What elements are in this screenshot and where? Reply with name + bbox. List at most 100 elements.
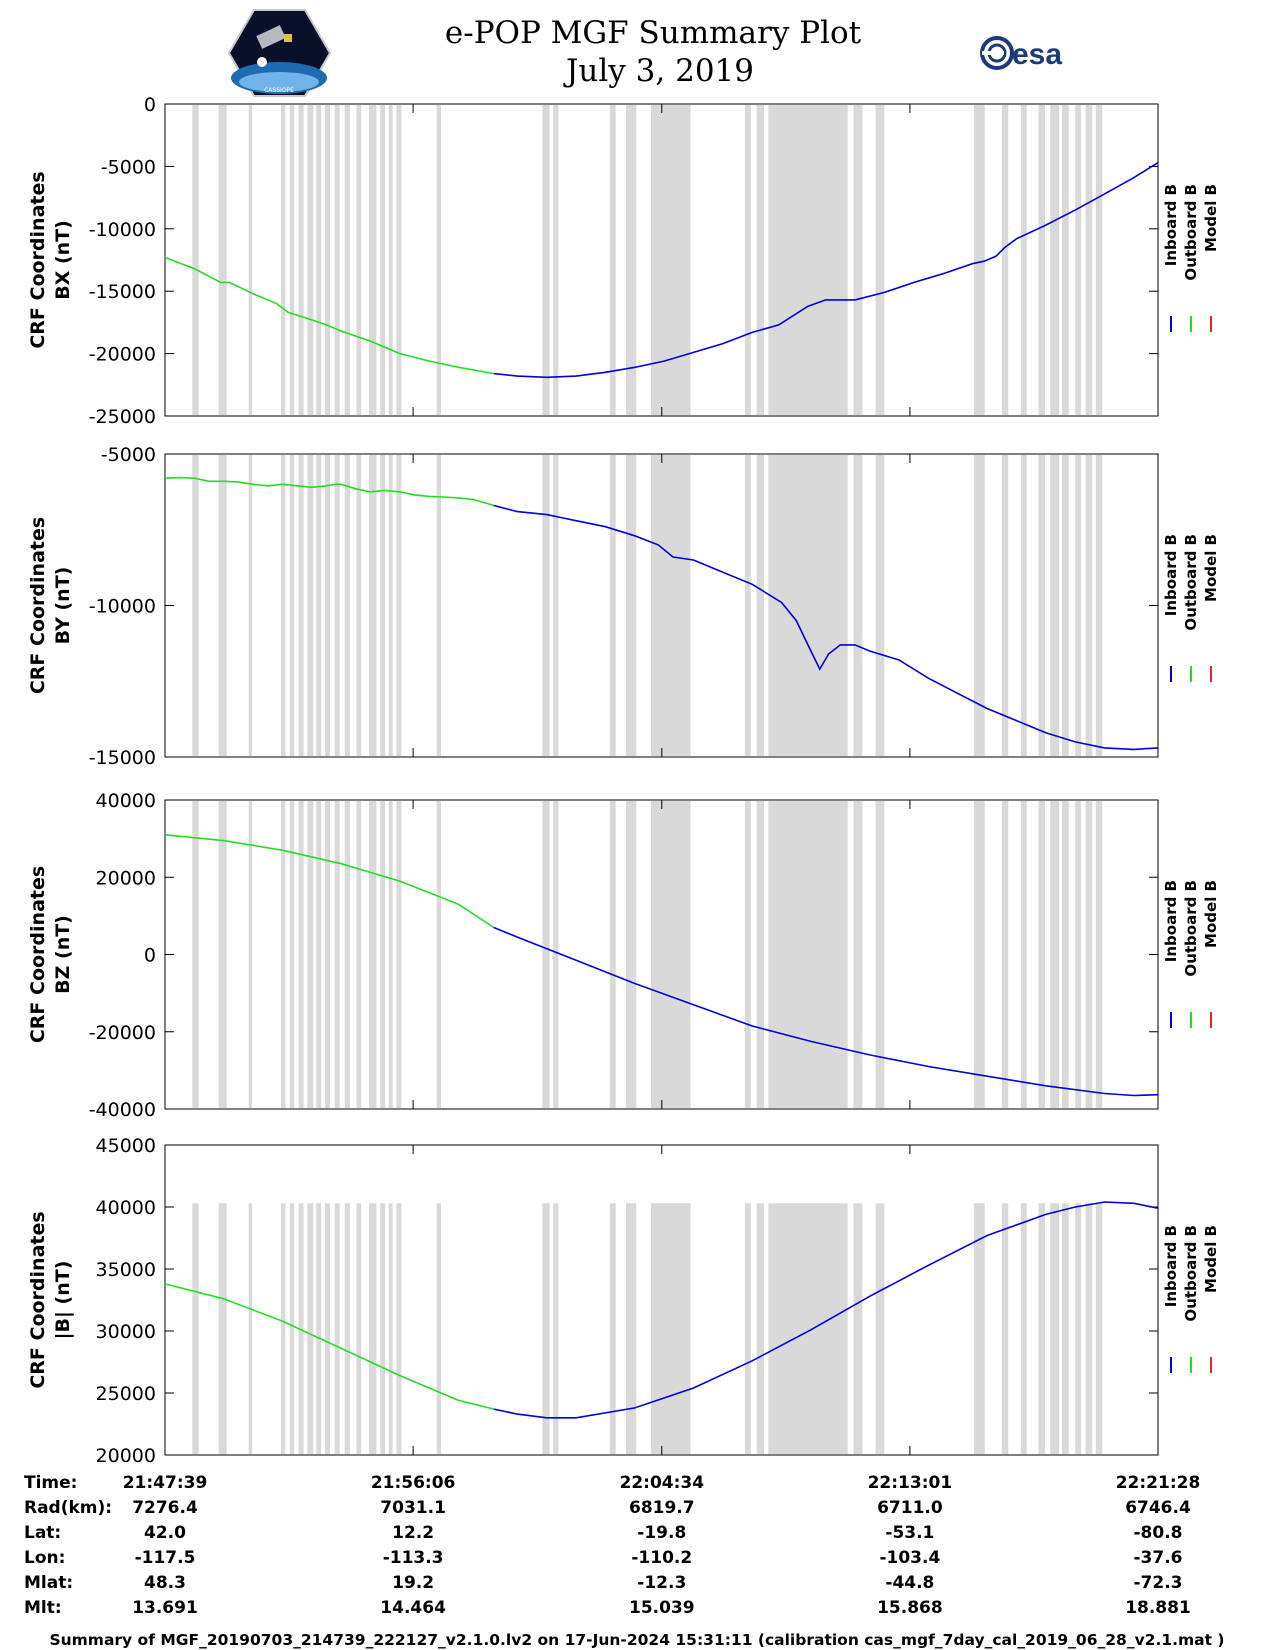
data-gap-band (1038, 801, 1045, 1108)
data-gap-band (1050, 105, 1060, 415)
data-gap-band (356, 105, 362, 415)
data-gap-band (853, 1203, 863, 1454)
data-gap-band (369, 1203, 377, 1454)
data-gap-band (609, 105, 616, 415)
y-tick-label: -5000 (101, 156, 156, 178)
y-tick-label: -20000 (89, 344, 156, 366)
info-cell: 13.691 (132, 1598, 198, 1618)
data-gap-band (280, 801, 286, 1108)
data-gap-band (369, 105, 377, 415)
data-gap-band (334, 105, 340, 415)
data-gap-band (218, 801, 227, 1108)
info-cell: -72.3 (1134, 1573, 1183, 1593)
data-gap-band (853, 455, 863, 756)
data-gap-band (553, 801, 559, 1108)
data-gap-band (650, 105, 691, 415)
data-gap-band (1085, 105, 1093, 415)
data-gap-band (356, 1203, 362, 1454)
panels: 0 -5000 -10000 -15000 -20000 -25000 CRF Coordi… (27, 94, 1220, 1467)
data-gap-band (334, 455, 340, 756)
y-tick-label: 40000 (96, 1197, 156, 1219)
info-cell: 42.0 (144, 1523, 186, 1543)
data-gap-band (973, 1203, 985, 1454)
data-gap-band (1038, 1203, 1045, 1454)
data-gap-band (334, 801, 340, 1108)
data-gap-band (650, 801, 691, 1108)
data-gap-band (307, 105, 314, 415)
data-gap-band (1061, 1203, 1069, 1454)
data-gap-band (1061, 455, 1069, 756)
data-gap-band (650, 1203, 691, 1454)
y-tick-label: -10000 (89, 596, 156, 618)
info-cell: 22:13:01 (868, 1473, 953, 1493)
data-gap-band (768, 455, 848, 756)
data-gap-band (1075, 455, 1082, 756)
data-gap-band (192, 1203, 199, 1454)
data-gap-band (1001, 105, 1009, 415)
data-gap-band (289, 1203, 295, 1454)
data-gap-band (1038, 105, 1045, 415)
data-gap-band (875, 801, 885, 1108)
legend-label-inboard: Inboard B (1162, 534, 1180, 616)
y-tick-label: 0 (144, 94, 156, 116)
info-cell: 18.881 (1125, 1598, 1191, 1618)
series-inboard-line (493, 162, 1159, 379)
y-axis-label-line1: CRF Coordinates (27, 517, 49, 694)
info-cell: 48.3 (144, 1573, 186, 1593)
data-gap-band (542, 455, 550, 756)
info-cell: 19.2 (392, 1573, 434, 1593)
data-gap-band (1050, 455, 1060, 756)
y-tick-label: 40000 (96, 790, 156, 812)
y-tick-label: -20000 (89, 1022, 156, 1044)
data-gap-band (625, 105, 637, 415)
data-gap-band (768, 1203, 848, 1454)
data-gap-band (542, 801, 550, 1108)
data-gap-band (192, 801, 199, 1108)
data-gap-band (289, 455, 295, 756)
legend-label-outboard: Outboard B (1182, 1225, 1200, 1322)
data-gap-band (380, 105, 386, 415)
data-gap-band (853, 801, 863, 1108)
data-gap-band (625, 801, 637, 1108)
y-axis-label-line2: BX (nT) (52, 220, 74, 300)
data-gap-band (248, 105, 253, 415)
data-gap-band (307, 455, 314, 756)
legend-label-inboard: Inboard B (1162, 184, 1180, 266)
data-gap-band (316, 1203, 322, 1454)
data-gap-band (436, 105, 441, 415)
data-gap-band (1095, 105, 1103, 415)
data-gap-band (875, 1203, 885, 1454)
info-cell: 7276.4 (132, 1498, 198, 1518)
data-gap-band (1050, 1203, 1060, 1454)
data-gap-band (1001, 801, 1009, 1108)
data-gap-band (1085, 1203, 1093, 1454)
data-gap-band (369, 801, 377, 1108)
series-inboard-line (493, 926, 1159, 1097)
series-inboard-line (493, 504, 1159, 751)
esa-logo: esa (980, 36, 1062, 71)
data-gap-band (768, 801, 848, 1108)
info-cell: -53.1 (885, 1523, 934, 1543)
data-gap-band (1038, 455, 1045, 756)
data-gap-band (356, 455, 362, 756)
data-gap-band (1075, 1203, 1082, 1454)
legend-label-outboard: Outboard B (1182, 534, 1200, 631)
data-gap-band (388, 1203, 393, 1454)
figure-title-line1: e-POP MGF Summary Plot (445, 15, 862, 51)
data-gap-band (744, 1203, 751, 1454)
data-gap-band (1061, 105, 1069, 415)
data-gap-band (553, 1203, 559, 1454)
series-outboard-line (164, 834, 495, 929)
panel-4: 45000 40000 35000 30000 25000 20000 CRF Coordi… (27, 1135, 1220, 1467)
data-gap-band (553, 105, 559, 415)
y-tick-label: -10000 (89, 219, 156, 241)
data-gap-band (380, 801, 386, 1108)
info-cell: 21:47:39 (123, 1473, 208, 1493)
info-cell: 21:56:06 (371, 1473, 456, 1493)
data-gap-band (316, 801, 322, 1108)
y-tick-label: 25000 (96, 1383, 156, 1405)
data-gap-band (325, 455, 331, 756)
y-tick-label: 45000 (96, 1135, 156, 1157)
legend-label-inboard: Inboard B (1162, 1225, 1180, 1307)
data-gap-band (289, 801, 295, 1108)
